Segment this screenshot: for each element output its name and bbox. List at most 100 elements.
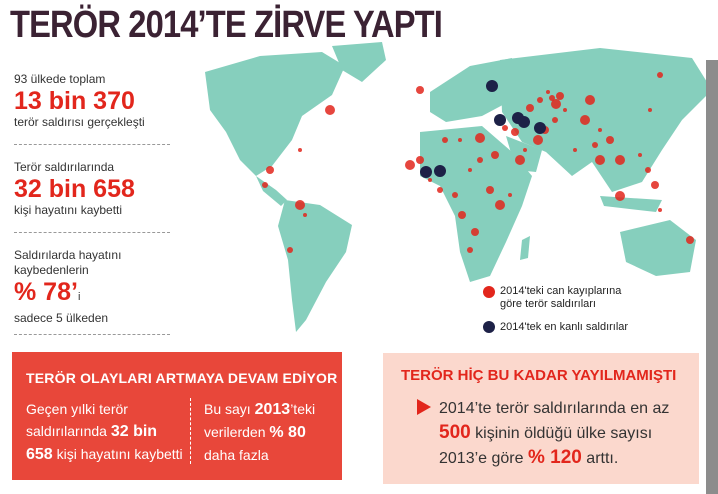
attack-dot	[416, 156, 424, 164]
attack-dot	[563, 108, 567, 112]
highlight: % 120	[527, 447, 582, 468]
info-box: TERÖR OLAYLARI ARTMAYA DEVAM EDİYOR Geçe…	[12, 352, 342, 480]
title: TERÖR 2014’TE ZİRVE YAPTI	[10, 4, 443, 46]
text: verilerden	[204, 424, 266, 440]
box-body: 2014’te terör saldırılarında en az 500 k…	[439, 397, 669, 471]
deadly-attack-dot	[518, 116, 530, 128]
attack-dot	[657, 72, 663, 78]
stat-lead: Saldırılarda hayatını	[14, 248, 122, 262]
attack-dot	[606, 136, 614, 144]
asia	[500, 48, 712, 192]
attack-dot	[537, 97, 543, 103]
attack-dots	[262, 72, 694, 253]
attack-dot	[266, 166, 274, 174]
deadly-attack-dot	[486, 80, 498, 92]
stat-tail: sadece 5 ülkeden	[14, 311, 109, 325]
attack-dot	[580, 115, 590, 125]
text: 2014’te terör saldırılarında en az	[439, 400, 670, 417]
attack-dot	[595, 155, 605, 165]
attack-dot	[295, 200, 305, 210]
central-america	[256, 176, 287, 206]
stat-1: 93 ülkede toplam 13 bin 370 terör saldır…	[14, 72, 174, 130]
stat-figure: % 78’	[14, 278, 78, 306]
highlight: 2013	[254, 401, 291, 418]
photo-strip	[706, 60, 718, 494]
attack-dot	[471, 228, 479, 236]
divider	[14, 334, 170, 335]
stat-figure-wrap: % 78’i	[14, 278, 174, 311]
highlight: % 80	[269, 424, 306, 441]
attack-dot	[658, 208, 662, 212]
attack-dot	[477, 157, 483, 163]
deadly-attack-dot	[534, 122, 546, 134]
divider	[190, 398, 191, 464]
madagascar	[520, 236, 530, 260]
attack-dot	[573, 148, 577, 152]
stat-2: Terör saldırılarında 32 bin 658 kişi hay…	[14, 160, 174, 218]
legend-entry: 2014'tek en kanlı saldırılar	[500, 321, 628, 334]
text: arttı.	[586, 450, 619, 467]
attack-dot	[475, 133, 485, 143]
attack-dot	[452, 192, 458, 198]
attack-dot	[486, 186, 494, 194]
attack-dot	[592, 142, 598, 148]
australia	[620, 220, 696, 276]
text: saldırılarında	[26, 423, 107, 439]
attack-dot	[502, 125, 508, 131]
attack-dot	[405, 160, 415, 170]
text: Geçen yılki terör	[26, 401, 128, 417]
deadly-attack-dot	[434, 165, 446, 177]
box-column: Geçen yılki terör saldırılarında 32 bin …	[26, 398, 183, 466]
attack-dot	[262, 182, 268, 188]
south-america	[278, 200, 352, 332]
stat-lead: 93 ülkede toplam	[14, 72, 106, 86]
box-column: Bu sayı 2013’teki verilerden % 80 daha f…	[204, 398, 315, 466]
stat-tail: terör saldırısı gerçekleşti	[14, 115, 145, 129]
attack-dot	[638, 153, 642, 157]
legend-text: 2014'teki can kayıplarına	[500, 285, 622, 297]
stat-tail: kişi hayatını kaybetti	[14, 203, 123, 217]
attack-dot	[615, 191, 625, 201]
attack-dot	[437, 187, 443, 193]
box-title: TERÖR OLAYLARI ARTMAYA DEVAM EDİYOR	[26, 370, 338, 386]
arrow-icon	[417, 399, 431, 415]
attack-dot	[416, 86, 424, 94]
indonesia	[600, 196, 662, 212]
stat-lead: kaybedenlerin	[14, 263, 89, 277]
greenland	[332, 42, 386, 82]
attack-dot	[303, 213, 307, 217]
attack-dot	[546, 90, 550, 94]
highlight: 32 bin	[110, 423, 158, 440]
text: kişi hayatını kaybetti	[56, 446, 183, 462]
deadly-attack-dot	[494, 114, 506, 126]
attack-dot	[467, 247, 473, 253]
legend-text: 2014'tek en kanlı saldırılar	[500, 321, 629, 333]
continents	[205, 42, 712, 332]
divider	[14, 232, 170, 233]
attack-dot	[556, 92, 564, 100]
north-america	[205, 52, 345, 176]
attack-dot	[515, 155, 525, 165]
stat-3: Saldırılarda hayatını kaybedenlerin % 78…	[14, 248, 174, 326]
attack-dot	[552, 117, 558, 123]
attack-dot	[651, 181, 659, 189]
attack-dot	[526, 104, 534, 112]
attack-dot	[287, 247, 293, 253]
attack-dot	[686, 236, 694, 244]
attack-dot	[458, 138, 462, 142]
attack-dot	[585, 95, 595, 105]
stat-figure: 13 bin 370	[14, 87, 135, 115]
highlight: 658	[26, 446, 53, 463]
legend-text: göre terör saldırıları	[500, 298, 596, 310]
attack-dot	[491, 151, 499, 159]
attack-dot	[508, 193, 512, 197]
attack-dot	[511, 128, 519, 136]
attack-dot	[533, 135, 543, 145]
arabia	[506, 136, 542, 172]
legend-entry: 2014'teki can kayıplarına göre terör sal…	[500, 285, 621, 311]
attack-dot	[615, 155, 625, 165]
stat-suffix: i	[77, 291, 81, 303]
text: daha fazla	[204, 447, 269, 463]
